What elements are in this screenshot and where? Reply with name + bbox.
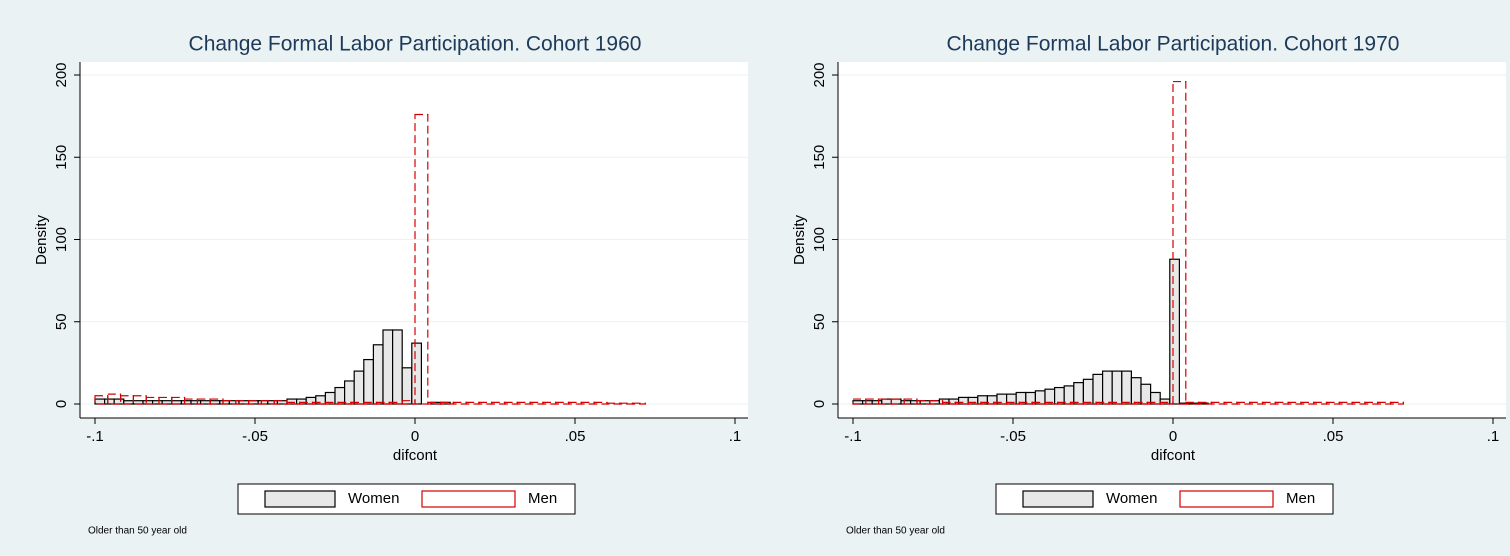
histogram-bar [401, 367, 413, 405]
histogram-bar [363, 358, 374, 405]
y-tick-label: 50 [53, 313, 70, 330]
chart-panel: Change Formal Labor Participation. Cohor… [791, 33, 1506, 537]
chart-title: Change Formal Labor Participation. Cohor… [189, 33, 642, 56]
histogram-bar [1389, 401, 1404, 405]
histogram-bar [334, 386, 346, 405]
histogram-bar [113, 398, 125, 405]
histogram-bar [1130, 377, 1142, 405]
y-tick-label: 0 [53, 400, 70, 408]
note: Older than 50 year old [88, 526, 187, 537]
y-tick-label: 100 [53, 227, 70, 252]
histogram-bar [1140, 383, 1152, 405]
histogram-bar [967, 396, 979, 405]
legend-swatch [1022, 490, 1094, 508]
histogram-bar [631, 402, 646, 405]
histogram-bar [877, 398, 892, 405]
legend-label: Men [528, 490, 557, 507]
legend-swatch [1179, 490, 1274, 508]
histogram-bar [948, 398, 960, 405]
x-tick-label: -.1 [86, 428, 104, 445]
histogram-bar [890, 398, 902, 405]
y-tick-label: 50 [811, 313, 828, 330]
histogram-bar [305, 396, 317, 405]
histogram-bar [1172, 80, 1187, 405]
y-tick-label: 150 [53, 145, 70, 170]
x-tick-label: .05 [1323, 428, 1344, 445]
histogram-bar [196, 398, 211, 405]
y-tick-label: 0 [811, 400, 828, 408]
histogram-bar [1073, 382, 1085, 405]
histogram-bar [938, 398, 950, 405]
histogram-bar [103, 398, 115, 405]
x-axis-label: difcont [393, 447, 438, 464]
histogram-bar [286, 398, 298, 405]
y-tick-label: 200 [811, 62, 828, 87]
histogram-bar [1169, 258, 1181, 405]
histogram-bar [353, 370, 365, 405]
histogram-bar [1121, 370, 1133, 405]
histogram-bar [414, 113, 429, 405]
legend-label: Men [1286, 490, 1315, 507]
histogram-bar [372, 344, 384, 405]
legend-swatch [264, 490, 336, 508]
histogram-bar [344, 380, 355, 405]
x-tick-label: -.05 [242, 428, 268, 445]
x-tick-label: 0 [411, 428, 419, 445]
x-tick-label: .1 [1487, 428, 1500, 445]
histogram-bar [881, 398, 892, 405]
y-axis-label: Density [33, 214, 50, 265]
histogram-bar [865, 398, 880, 405]
histogram-bar [957, 396, 969, 405]
x-tick-label: 0 [1169, 428, 1177, 445]
chart-panel: Change Formal Labor Participation. Cohor… [33, 33, 748, 537]
histogram-bar [94, 398, 106, 405]
histogram-bar [852, 398, 867, 405]
x-tick-label: .05 [565, 428, 586, 445]
histogram-bar [1082, 378, 1094, 405]
histogram-bar [890, 398, 905, 405]
histogram-bar [184, 398, 199, 405]
histogram-bar [145, 396, 160, 405]
legend-label: Women [1106, 490, 1157, 507]
histogram-bar [1092, 373, 1104, 405]
legend-swatch [421, 490, 516, 508]
x-tick-label: -.1 [844, 428, 862, 445]
histogram-bar [1101, 370, 1113, 405]
chart-title: Change Formal Labor Participation. Cohor… [947, 33, 1400, 56]
histogram-bar [1053, 386, 1065, 405]
x-axis-label: difcont [1151, 447, 1196, 464]
histogram-bar [296, 398, 307, 405]
legend-label: Women [348, 490, 399, 507]
y-axis-label: Density [791, 214, 808, 265]
x-tick-label: .1 [729, 428, 742, 445]
histogram-bar [411, 342, 422, 405]
histogram-bar [1111, 370, 1123, 405]
y-tick-label: 200 [53, 62, 70, 87]
x-tick-label: -.05 [1000, 428, 1026, 445]
y-tick-label: 150 [811, 145, 828, 170]
histogram-bar [1063, 385, 1075, 405]
histogram-bar [158, 396, 173, 405]
histogram-bar [392, 329, 403, 405]
histogram-bar [171, 396, 186, 405]
y-tick-label: 100 [811, 227, 828, 252]
note: Older than 50 year old [846, 526, 945, 537]
histogram-bar [1159, 398, 1171, 405]
histogram-bar [382, 329, 394, 405]
